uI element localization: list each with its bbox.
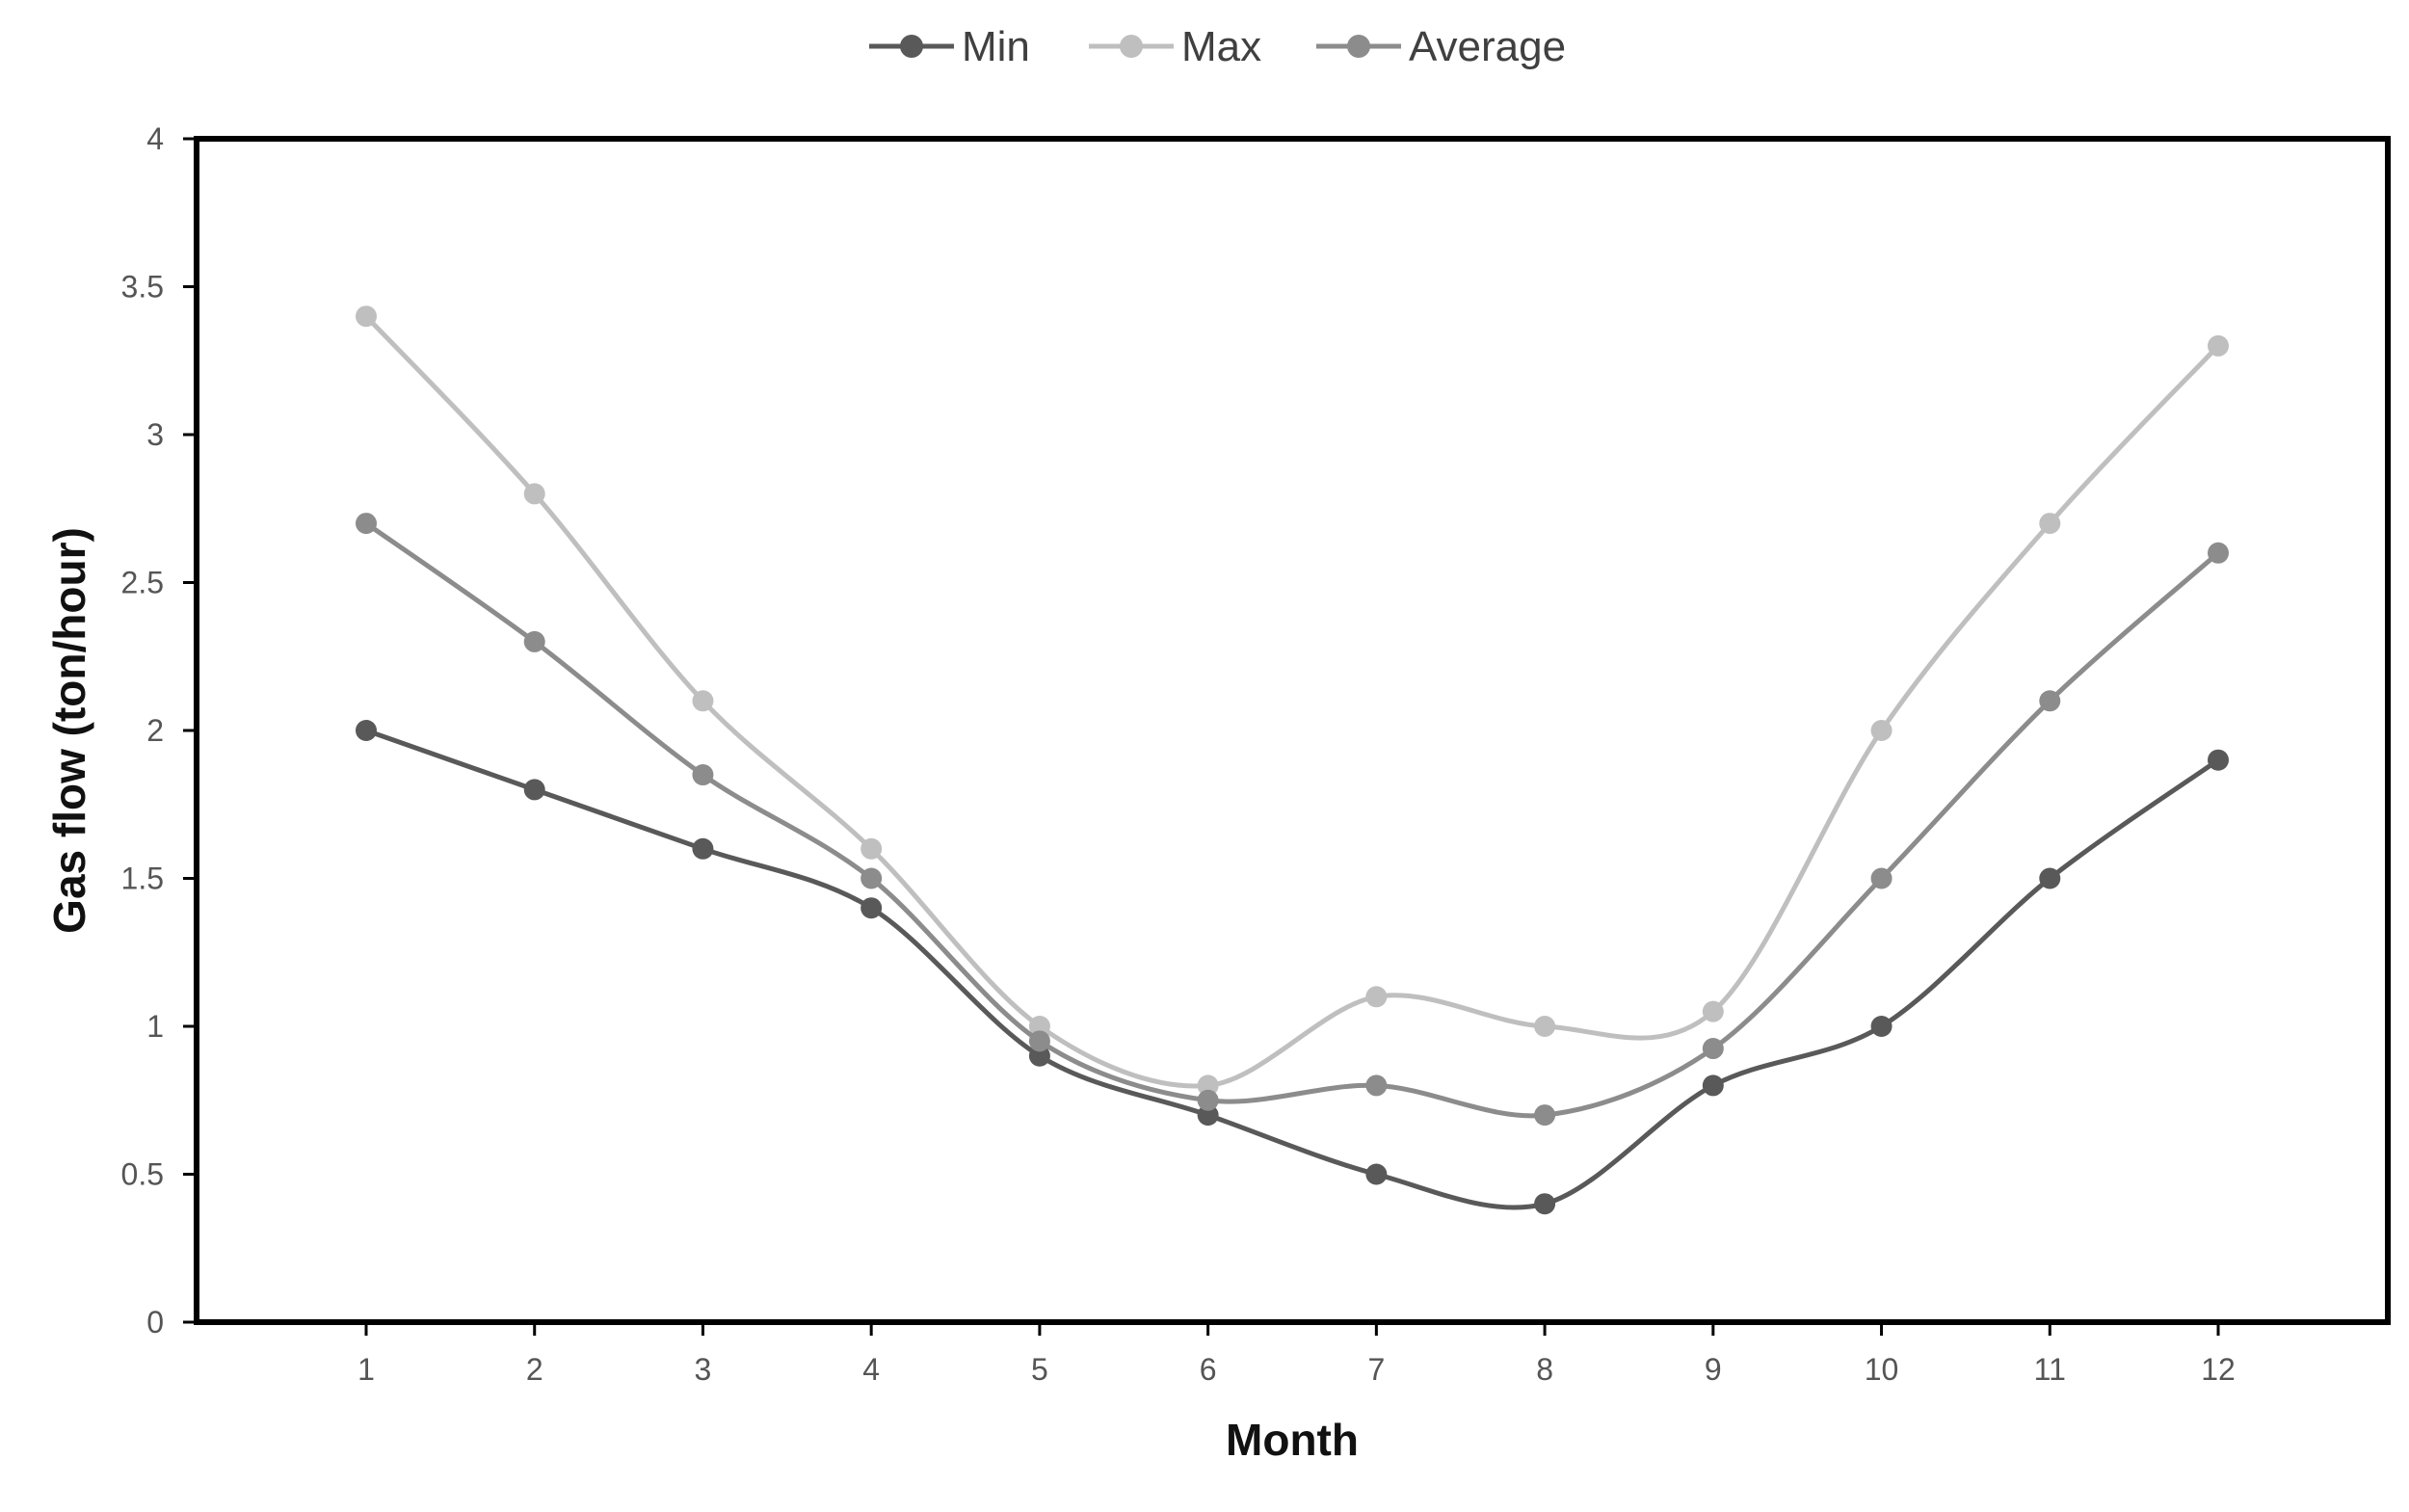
data-point-average[interactable]	[1028, 1030, 1050, 1052]
data-point-max[interactable]	[356, 305, 377, 328]
y-tick-label: 3.5	[121, 270, 164, 305]
x-tick-label: 1	[357, 1352, 375, 1387]
x-tick-label: 12	[2201, 1352, 2236, 1387]
data-point-max[interactable]	[1702, 1000, 1724, 1022]
data-point-average[interactable]	[1702, 1038, 1724, 1060]
series-line-average	[363, 520, 2221, 1119]
x-axis-title: Month	[1226, 1415, 1359, 1465]
y-tick-label: 0	[146, 1305, 164, 1340]
data-point-min[interactable]	[356, 720, 377, 741]
data-point-max[interactable]	[1028, 1016, 1050, 1037]
y-tick-label: 1.5	[121, 862, 164, 896]
data-point-average[interactable]	[1365, 1074, 1388, 1097]
legend: Min Max Average	[869, 23, 1566, 70]
data-point-min[interactable]	[1534, 1193, 1556, 1215]
data-point-average[interactable]	[523, 630, 545, 652]
series-line-max	[363, 313, 2221, 1089]
y-tick-label: 2	[146, 713, 164, 748]
data-point-average[interactable]	[1870, 867, 1893, 889]
data-point-min[interactable]	[523, 779, 545, 801]
data-point-average[interactable]	[1197, 1089, 1219, 1111]
data-point-average[interactable]	[2208, 542, 2229, 564]
data-point-min[interactable]	[1028, 1045, 1050, 1067]
data-point-min[interactable]	[1870, 1016, 1893, 1037]
x-tick-label: 9	[1705, 1352, 1722, 1387]
legend-item-max[interactable]: Max	[1089, 23, 1261, 70]
data-point-min[interactable]	[860, 897, 883, 919]
y-tick-label: 0.5	[121, 1157, 164, 1192]
data-point-min[interactable]	[692, 837, 714, 860]
legend-label-average: Average	[1409, 23, 1566, 70]
legend-label-min: Min	[962, 23, 1030, 70]
data-point-min[interactable]	[2208, 749, 2229, 771]
data-point-average[interactable]	[1534, 1104, 1556, 1127]
x-tick-label: 10	[1865, 1352, 1899, 1387]
y-axis-title: Gas flow (ton/hour)	[44, 527, 94, 934]
x-tick-label: 3	[695, 1352, 712, 1387]
x-tick-label: 7	[1367, 1352, 1385, 1387]
x-tick-label: 11	[2034, 1352, 2066, 1387]
legend-item-average[interactable]: Average	[1316, 23, 1566, 70]
legend-swatch-max-marker	[1120, 35, 1143, 58]
legend-label-max: Max	[1181, 23, 1261, 70]
series-max	[356, 305, 2229, 1097]
data-point-average[interactable]	[860, 867, 883, 889]
data-point-max[interactable]	[2039, 513, 2061, 535]
series-line-min	[363, 728, 2221, 1210]
legend-swatch-min-marker	[900, 35, 923, 58]
y-tick-label: 1	[146, 1009, 164, 1044]
y-axis: 0 0.5 1 1.5 2 2.5 3 3.5 4	[121, 121, 197, 1340]
legend-item-min[interactable]: Min	[869, 23, 1030, 70]
data-point-average[interactable]	[2039, 690, 2061, 712]
x-axis: 1 2 3 4 5 6 7 8 9 10 11 12	[357, 1322, 2236, 1387]
y-tick-label: 3	[146, 417, 164, 452]
legend-swatch-average-marker	[1347, 35, 1370, 58]
data-point-min[interactable]	[1365, 1163, 1388, 1185]
series-average	[356, 513, 2229, 1127]
data-point-max[interactable]	[1870, 720, 1893, 741]
x-tick-label: 8	[1536, 1352, 1553, 1387]
data-point-min[interactable]	[1702, 1074, 1724, 1097]
data-point-average[interactable]	[356, 513, 377, 535]
series-layer	[356, 305, 2229, 1215]
x-tick-label: 6	[1200, 1352, 1217, 1387]
data-point-min[interactable]	[1197, 1104, 1219, 1127]
x-tick-label: 5	[1031, 1352, 1048, 1387]
data-point-max[interactable]	[1197, 1074, 1219, 1097]
data-point-max[interactable]	[692, 690, 714, 712]
y-tick-label: 2.5	[121, 566, 164, 600]
x-tick-label: 4	[862, 1352, 880, 1387]
data-point-min[interactable]	[2039, 867, 2061, 889]
series-min	[356, 720, 2229, 1215]
data-point-max[interactable]	[1365, 986, 1388, 1008]
data-point-max[interactable]	[2208, 334, 2229, 357]
data-point-max[interactable]	[860, 837, 883, 860]
data-point-average[interactable]	[692, 764, 714, 786]
data-point-max[interactable]	[523, 483, 545, 505]
data-point-max[interactable]	[1534, 1016, 1556, 1037]
x-tick-label: 2	[526, 1352, 543, 1387]
y-tick-label: 4	[146, 121, 164, 156]
